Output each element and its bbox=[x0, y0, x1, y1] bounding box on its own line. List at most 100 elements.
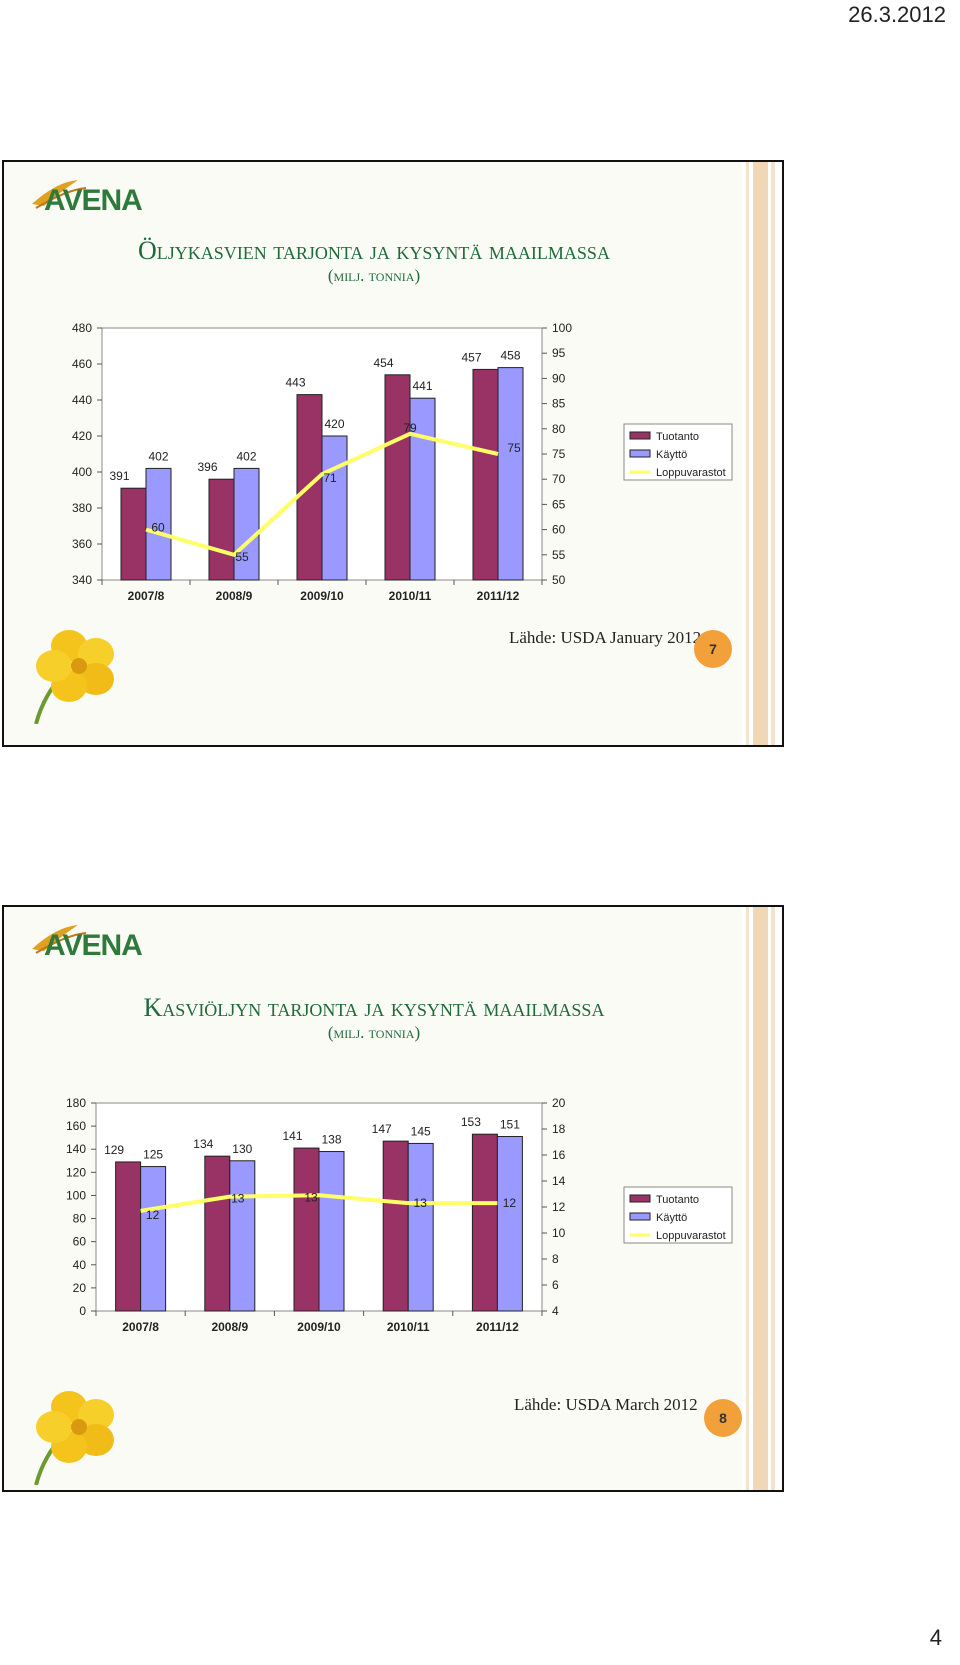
category-label: 2009/10 bbox=[297, 1320, 341, 1334]
slide-title: Öljykasvien tarjonta ja kysyntä maailmas… bbox=[4, 236, 744, 286]
bar-käyttö bbox=[318, 1151, 345, 1312]
vegetable-oil-chart: 0 20 40 60 80 100 120 140 160 180 4 6 8 10 12 14 16 18 20 2… bbox=[66, 1096, 733, 1334]
bar-käyttö bbox=[233, 467, 260, 581]
left-tick-label: 460 bbox=[72, 357, 92, 371]
bar-value-label: 441 bbox=[412, 379, 432, 393]
avena-logo-text: AVENA bbox=[44, 929, 143, 962]
bar-value-label: 402 bbox=[236, 449, 256, 463]
avena-logo-mark bbox=[32, 925, 87, 954]
bar-tuotanto bbox=[208, 478, 235, 581]
category-label: 2009/10 bbox=[300, 589, 344, 603]
left-tick-label: 140 bbox=[66, 1142, 86, 1156]
left-tick-label: 80 bbox=[73, 1212, 87, 1226]
source-text: Lähde: USDA March 2012 bbox=[514, 1395, 698, 1414]
right-tick-label: 70 bbox=[552, 472, 566, 486]
left-tick-label: 60 bbox=[73, 1235, 87, 1249]
bar-käyttö bbox=[140, 1166, 167, 1312]
category-label: 2010/11 bbox=[389, 589, 432, 603]
right-tick-label: 8 bbox=[552, 1252, 559, 1266]
avena-logo: AVENA bbox=[26, 917, 146, 967]
title-sub: (milj. tonnia) bbox=[327, 266, 421, 285]
legend-swatch-tuotanto bbox=[629, 1194, 651, 1203]
line-value-label: 13 bbox=[304, 1190, 318, 1204]
legend-label: Loppuvarastot bbox=[656, 1230, 726, 1242]
bar-käyttö bbox=[409, 397, 436, 581]
line-value-label: 13 bbox=[414, 1196, 428, 1210]
bar-value-label: 147 bbox=[372, 1122, 392, 1136]
left-tick-label: 360 bbox=[72, 537, 92, 551]
left-tick-label: 420 bbox=[72, 429, 92, 443]
line-loppuvarastot bbox=[140, 1193, 498, 1213]
bar-tuotanto bbox=[204, 1155, 231, 1312]
line-loppuvarastot bbox=[145, 431, 499, 558]
legend-label: Käyttö bbox=[656, 1212, 687, 1224]
bar-käyttö bbox=[321, 435, 348, 581]
oilseed-chart: 340 360 380 400 420 440 460 480 50 55 60 65 70 75 80 85… bbox=[72, 321, 733, 603]
right-tick-label: 75 bbox=[552, 447, 566, 461]
bar-value-label: 125 bbox=[143, 1148, 163, 1162]
slide-title: Kasviöljyn tarjonta ja kysyntä maailmass… bbox=[4, 993, 744, 1043]
bar-käyttö bbox=[407, 1142, 434, 1312]
left-tick-label: 340 bbox=[72, 573, 92, 587]
category-label: 2008/9 bbox=[216, 589, 253, 603]
right-tick-label: 55 bbox=[552, 548, 566, 562]
title-sub: (milj. tonnia) bbox=[327, 1023, 421, 1042]
legend-label: Käyttö bbox=[656, 449, 687, 461]
category-label: 2010/11 bbox=[387, 1320, 430, 1334]
left-tick-label: 380 bbox=[72, 501, 92, 515]
line-value-label: 13 bbox=[231, 1192, 245, 1206]
left-tick-label: 20 bbox=[73, 1281, 87, 1295]
avena-logo: AVENA bbox=[26, 172, 146, 222]
left-tick-label: 40 bbox=[73, 1258, 87, 1272]
page-date: 26.3.2012 bbox=[848, 2, 946, 27]
slide-vegetable-oil: AVENA Kasviöljyn tarjonta ja kysyntä maa… bbox=[2, 905, 784, 1492]
legend-swatch-käyttö bbox=[629, 1212, 651, 1221]
right-tick-label: 12 bbox=[552, 1200, 566, 1214]
bar-tuotanto bbox=[120, 487, 147, 581]
bar-value-label: 420 bbox=[324, 417, 344, 431]
bar-tuotanto bbox=[384, 374, 411, 581]
source-text: Lähde: USDA January 2012 bbox=[509, 628, 702, 647]
left-tick-label: 0 bbox=[79, 1304, 86, 1318]
bar-käyttö bbox=[145, 467, 172, 581]
bar-value-label: 134 bbox=[193, 1137, 213, 1151]
bar-value-label: 457 bbox=[461, 350, 481, 364]
bar-käyttö bbox=[496, 1136, 523, 1312]
right-tick-label: 14 bbox=[552, 1174, 566, 1188]
slide-oilseeds: AVENA Öljykasvien tarjonta ja kysyntä ma… bbox=[2, 160, 784, 747]
right-tick-label: 100 bbox=[552, 321, 572, 335]
bar-tuotanto bbox=[472, 368, 499, 581]
avena-logo-text: AVENA bbox=[44, 184, 143, 217]
right-tick-label: 18 bbox=[552, 1122, 566, 1136]
bar-value-label: 129 bbox=[104, 1143, 124, 1157]
right-tick-label: 4 bbox=[552, 1304, 559, 1318]
bar-value-label: 141 bbox=[282, 1129, 302, 1143]
flower-decoration bbox=[34, 630, 114, 724]
slide-number-badge: 7 bbox=[694, 630, 732, 668]
line-value-label: 75 bbox=[507, 441, 521, 455]
right-tick-label: 85 bbox=[552, 397, 566, 411]
legend-swatch-käyttö bbox=[629, 449, 651, 458]
left-tick-label: 180 bbox=[66, 1096, 86, 1110]
avena-logo-mark bbox=[32, 180, 87, 209]
slide-border-stripes bbox=[742, 907, 782, 1490]
line-value-label: 55 bbox=[235, 550, 249, 564]
right-tick-label: 10 bbox=[552, 1226, 566, 1240]
line-value-label: 12 bbox=[146, 1208, 160, 1222]
bar-value-label: 138 bbox=[321, 1133, 341, 1147]
legend-label: Loppuvarastot bbox=[656, 467, 726, 479]
category-label: 2007/8 bbox=[122, 1320, 159, 1334]
right-tick-label: 20 bbox=[552, 1096, 566, 1110]
bar-value-label: 454 bbox=[373, 356, 393, 370]
line-value-label: 12 bbox=[503, 1196, 517, 1210]
bar-tuotanto bbox=[115, 1161, 142, 1312]
right-tick-label: 16 bbox=[552, 1148, 566, 1162]
category-label: 2007/8 bbox=[128, 589, 165, 603]
left-tick-label: 400 bbox=[72, 465, 92, 479]
bar-value-label: 443 bbox=[285, 376, 305, 390]
legend-swatch-tuotanto bbox=[629, 431, 651, 440]
right-tick-label: 6 bbox=[552, 1278, 559, 1292]
line-value-label: 79 bbox=[403, 421, 417, 435]
right-tick-label: 95 bbox=[552, 346, 566, 360]
legend-label: Tuotanto bbox=[656, 1194, 699, 1206]
